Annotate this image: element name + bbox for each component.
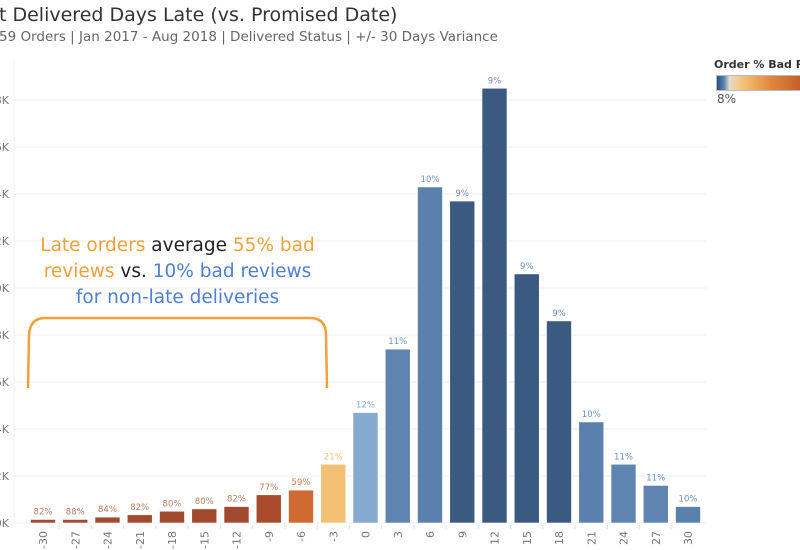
x-tick-label: 21 [585, 531, 598, 545]
y-tick-label: 16K [0, 141, 10, 154]
bar [126, 514, 153, 524]
bar [513, 273, 540, 524]
bar [546, 320, 572, 524]
x-tick-label: -18 [166, 531, 179, 549]
bar [384, 348, 411, 524]
bar-data-label: 21% [324, 452, 343, 462]
bar [578, 421, 605, 524]
x-tick-label: 18 [553, 531, 566, 545]
y-tick-label: 0K [0, 517, 10, 530]
annotation-55-pct: 55% bad [232, 235, 315, 256]
bar-data-label: 82% [34, 507, 53, 517]
x-tick-label: -30 [37, 531, 50, 549]
bar [94, 516, 121, 524]
bar-data-label: 82% [227, 495, 246, 505]
bar-data-label: 80% [163, 499, 182, 509]
annotation-vs: vs. [114, 261, 153, 282]
bar [62, 519, 89, 524]
annotation-late-orders: Late orders [40, 235, 146, 256]
bar-data-label: 9% [520, 262, 534, 272]
annotation-text: Late orders average 55% bad reviews vs. … [0, 233, 355, 311]
bar [481, 87, 508, 524]
annotation-average: average [145, 235, 233, 256]
x-tick-label: 24 [618, 531, 631, 545]
bar [449, 200, 476, 524]
annotation-reviews: reviews [43, 261, 115, 282]
y-tick-label: 14K [0, 188, 10, 201]
x-tick-label: 15 [521, 531, 534, 545]
bar-data-label: 88% [66, 507, 85, 517]
y-tick-label: 12K [0, 235, 10, 248]
bar-data-label: 11% [646, 473, 665, 483]
bar-data-label: 84% [98, 505, 117, 515]
y-tick-label: 10K [0, 282, 10, 295]
x-tick-label: -24 [102, 531, 115, 549]
bar [159, 510, 185, 524]
annotation-bracket [26, 316, 329, 389]
bar-data-label: 10% [582, 410, 601, 420]
bar [255, 494, 282, 524]
bar [642, 485, 669, 524]
bar [30, 519, 56, 524]
y-tick-label: 2K [0, 470, 10, 483]
x-tick-label: 0 [360, 531, 373, 538]
bar-data-label: 12% [356, 401, 375, 411]
bar [675, 506, 701, 524]
bar [610, 463, 637, 524]
bar-data-label: 10% [679, 495, 698, 505]
bar-data-label: 11% [614, 452, 633, 462]
bar-data-label: 9% [488, 76, 502, 86]
bar-data-label: 10% [421, 175, 440, 185]
x-tick-label: 3 [392, 531, 405, 538]
bar-data-label: 77% [259, 483, 278, 493]
x-tick-label: 9 [456, 531, 469, 538]
x-tick-label: -27 [69, 531, 82, 549]
bar-data-label: 59% [292, 478, 311, 488]
bar [223, 506, 250, 524]
legend-color-ramp[interactable] [716, 75, 800, 91]
bar [191, 508, 218, 524]
x-tick-label: 6 [424, 531, 437, 538]
chart-title: t Delivered Days Late (vs. Promised Date… [0, 4, 398, 26]
annotation-non-late: for non-late deliveries [75, 287, 280, 308]
bar [288, 489, 314, 524]
y-tick-label: 18K [0, 94, 10, 107]
bar [417, 186, 443, 524]
bar-data-label: 9% [552, 309, 566, 319]
chart-subtitle: 59 Orders | Jan 2017 - Aug 2018 | Delive… [0, 29, 498, 45]
x-tick-label: -9 [263, 531, 276, 542]
bar-data-label: 11% [388, 337, 407, 347]
x-tick-label: -21 [134, 531, 147, 549]
x-tick-label: 27 [650, 531, 663, 545]
x-tick-label: 30 [682, 531, 695, 545]
y-tick-label: 4K [0, 423, 10, 436]
y-tick-label: 8K [0, 329, 10, 342]
legend-title: Order % Bad Revi [714, 58, 800, 71]
annotation-10-pct: 10% bad reviews [152, 261, 312, 282]
bar-data-label: 82% [130, 503, 149, 513]
x-tick-label: -15 [198, 531, 211, 549]
legend-min-label: 8% [717, 92, 737, 106]
x-tick-label: -12 [231, 531, 244, 549]
x-tick-label: -6 [295, 531, 308, 542]
x-tick-label: -3 [327, 531, 340, 542]
bar-data-label: 80% [195, 497, 214, 507]
x-tick-label: 12 [489, 531, 502, 545]
bar [320, 463, 347, 524]
bar [352, 412, 379, 524]
bar-data-label: 9% [456, 189, 470, 199]
y-tick-label: 6K [0, 376, 10, 389]
